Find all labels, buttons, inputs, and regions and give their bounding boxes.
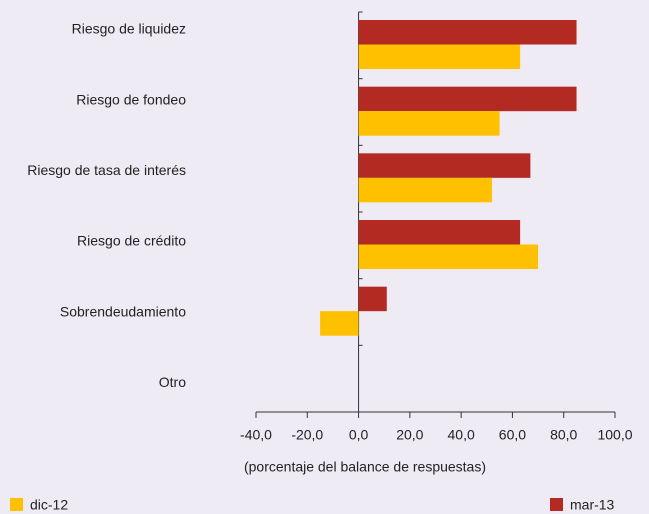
y-tick-label: Riesgo de crédito	[77, 233, 186, 249]
y-tick-label: Otro	[159, 374, 186, 390]
x-tick-label: -20,0	[291, 427, 323, 443]
bar	[358, 244, 539, 269]
legend-label: dic-12	[30, 497, 68, 513]
x-tick-label: -40,0	[240, 427, 272, 443]
x-tick-label: 80,0	[550, 427, 577, 443]
y-tick-label: Riesgo de fondeo	[76, 91, 186, 107]
y-tick-label: Riesgo de liquidez	[72, 21, 186, 37]
legend-swatch	[10, 498, 23, 511]
bar	[320, 311, 359, 336]
x-tick-label: 100,0	[597, 427, 632, 443]
x-tick-label: 40,0	[448, 427, 475, 443]
x-tick-label: 0,0	[349, 427, 369, 443]
x-tick-label: 20,0	[396, 427, 423, 443]
bar	[358, 177, 492, 203]
y-tick-label: Sobrendeudamiento	[60, 303, 186, 319]
bar	[358, 86, 577, 112]
bar	[358, 286, 387, 312]
bar	[358, 20, 577, 45]
bar	[358, 220, 521, 245]
x-axis-label: (porcentaje del balance de respuestas)	[244, 459, 486, 475]
y-tick-label: Riesgo de tasa de interés	[27, 162, 186, 178]
bar	[358, 111, 500, 136]
legend-label: mar-13	[570, 497, 615, 513]
legend-swatch	[550, 498, 563, 511]
bar	[358, 153, 531, 178]
x-tick-label: 60,0	[499, 427, 526, 443]
bar	[358, 44, 521, 69]
